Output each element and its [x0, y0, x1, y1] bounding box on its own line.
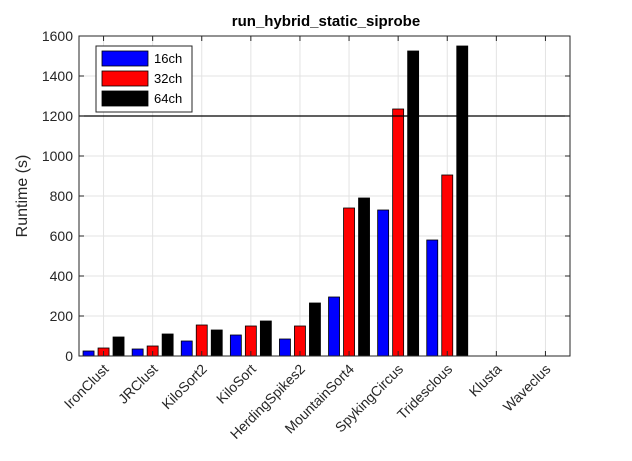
bar-16ch-Tridesclous: [426, 239, 439, 357]
bar-32ch-SpykingCircus: [392, 108, 405, 357]
y-tick-label: 400: [50, 268, 74, 284]
y-tick-label: 1200: [42, 108, 73, 124]
legend-swatch-64ch: [101, 90, 149, 107]
bar-16ch-HerdingSpikes2: [279, 338, 291, 357]
bar-32ch-Tridesclous: [441, 174, 454, 357]
bar-16ch-KiloSort: [229, 334, 242, 357]
legend-label-16ch: 16ch: [154, 51, 182, 66]
bar-32ch-MountainSort4: [343, 207, 355, 357]
bar-16ch-MountainSort4: [328, 296, 340, 357]
legend-swatch-32ch: [101, 70, 149, 87]
y-tick-label: 1600: [42, 28, 73, 44]
bar-64ch-HerdingSpikes2: [309, 302, 321, 357]
y-axis-label: Runtime (s): [14, 155, 31, 238]
bar-64ch-Tridesclous: [456, 45, 469, 357]
bar-64ch-IronClust: [112, 336, 125, 357]
y-tick-label: 800: [50, 188, 74, 204]
legend: 16ch 32ch 64ch: [95, 45, 193, 113]
bar-16ch-SpykingCircus: [377, 209, 390, 357]
legend-swatch-16ch: [101, 50, 149, 67]
y-tick-label: 0: [65, 348, 73, 364]
legend-label-64ch: 64ch: [154, 91, 182, 106]
bar-64ch-KiloSort2: [210, 329, 223, 357]
y-tick-label: 600: [50, 228, 74, 244]
y-tick-label: 1000: [42, 148, 73, 164]
bar-64ch-JRClust: [161, 333, 174, 357]
y-tick-label: 1400: [42, 68, 73, 84]
bar-64ch-SpykingCircus: [407, 50, 420, 357]
bar-16ch-JRClust: [131, 348, 144, 357]
chart-title: run_hybrid_static_siprobe: [232, 13, 420, 30]
bar-64ch-MountainSort4: [358, 197, 370, 357]
bar-64ch-KiloSort: [259, 320, 272, 357]
legend-label-32ch: 32ch: [154, 71, 182, 86]
bar-16ch-KiloSort2: [180, 340, 193, 357]
y-tick-label: 200: [50, 308, 74, 324]
bar-16ch-IronClust: [82, 350, 95, 357]
